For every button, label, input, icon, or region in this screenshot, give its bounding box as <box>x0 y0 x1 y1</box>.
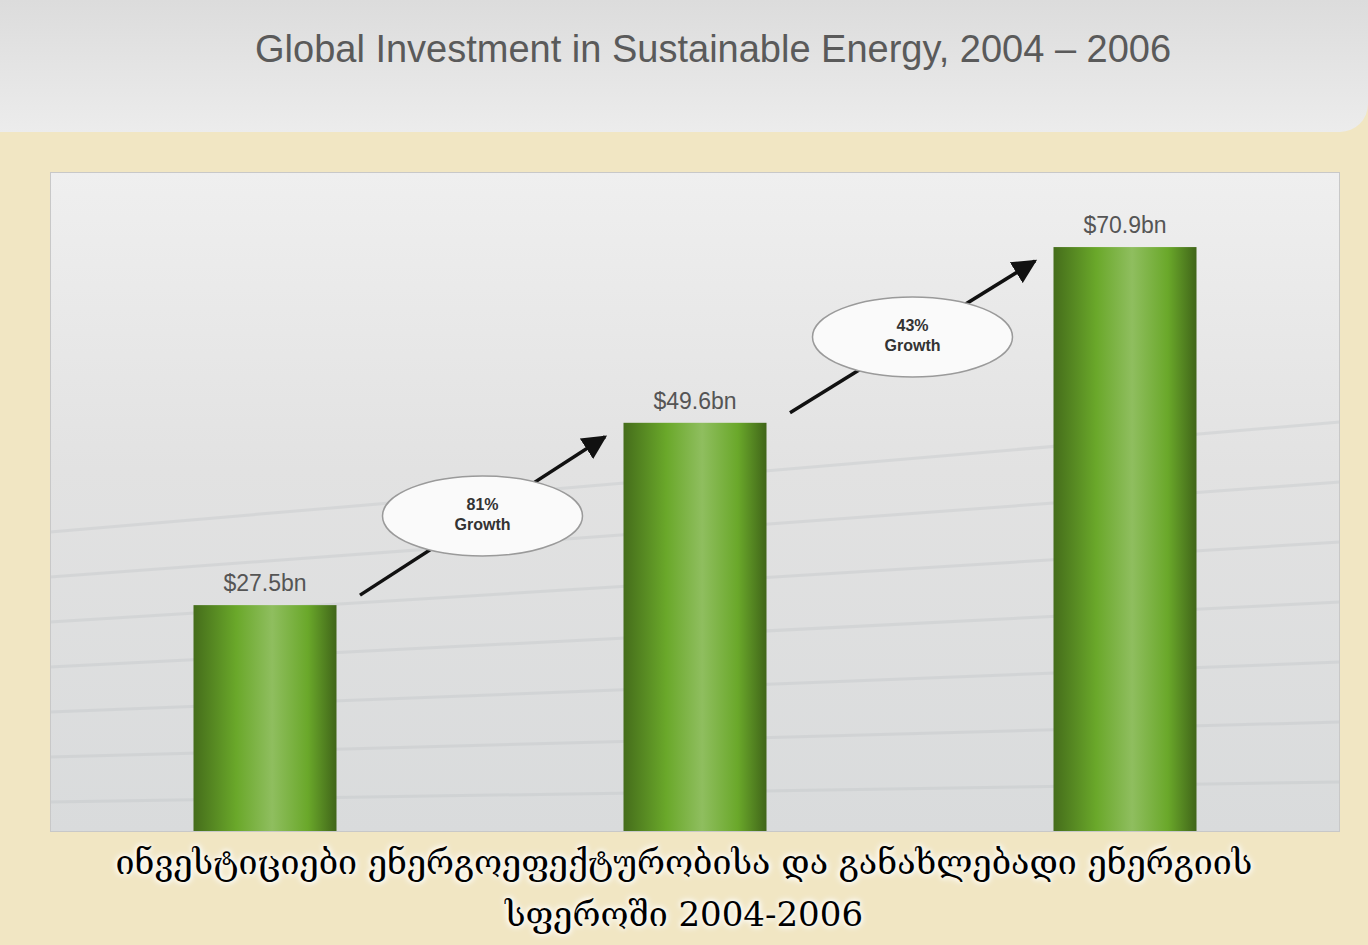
growth-bubble <box>813 297 1013 377</box>
annotation-line: 81% <box>466 496 498 513</box>
bars <box>194 247 1197 832</box>
annotation-line: Growth <box>455 516 511 533</box>
growth-bubble <box>383 476 583 556</box>
annotation-line: Growth <box>885 337 941 354</box>
value-label: $49.6bn <box>653 388 736 414</box>
bar <box>194 605 337 832</box>
plot-frame <box>51 173 1340 832</box>
annotation: 81% Growth <box>455 496 511 533</box>
title: Global Investment in Sustainable Energy,… <box>255 26 1215 72</box>
annotation-line: 43% <box>896 317 928 334</box>
plot: $27.5bn $49.6bn $70.9bn 81% Growth 43% Growth <box>50 172 1340 832</box>
growth-arrow <box>790 261 1035 413</box>
growth-arrow <box>360 437 605 595</box>
bar <box>624 423 767 832</box>
caption: ინვესტიციები ენერგოეფექტურობისა და განახ… <box>60 836 1308 940</box>
value-label: $70.9bn <box>1083 212 1166 238</box>
value-label: $27.5bn <box>223 570 306 596</box>
annotation: 43% Growth <box>885 317 941 354</box>
plot-background <box>50 172 1340 832</box>
bar <box>1054 247 1197 832</box>
